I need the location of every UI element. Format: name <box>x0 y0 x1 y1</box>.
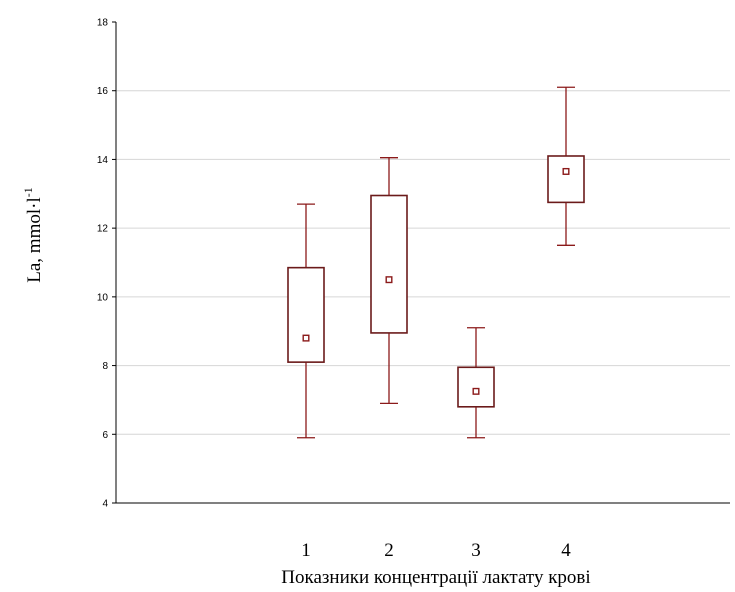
box-group-2 <box>370 157 408 405</box>
x-category-label: 1 <box>301 540 311 561</box>
y-tick-label: 4 <box>102 499 108 510</box>
y-tick-label: 10 <box>97 292 109 303</box>
y-tick-labels: 4 6 8 10 12 14 16 18 <box>97 18 116 510</box>
y-tick-label: 16 <box>97 86 109 97</box>
mean-marker <box>302 334 310 342</box>
box-series <box>287 86 585 439</box>
y-axis-title-superscript: -1 <box>21 187 35 197</box>
y-tick-label: 8 <box>102 361 108 372</box>
y-tick-label: 18 <box>97 18 109 29</box>
y-axis-title-main: La, mmol·l <box>24 197 45 282</box>
x-category-label: 4 <box>561 540 571 561</box>
mean-marker <box>562 167 570 175</box>
y-axis-title: La, mmol·l-1 <box>21 187 45 282</box>
box-iqr <box>370 194 408 334</box>
mean-marker <box>472 387 480 395</box>
mean-marker <box>385 276 393 284</box>
box-group-4 <box>547 86 585 246</box>
x-category-label: 2 <box>384 540 394 561</box>
box-group-1 <box>287 203 325 439</box>
y-tick-label: 14 <box>97 155 109 166</box>
box-iqr <box>287 266 325 363</box>
x-category-label: 3 <box>471 540 481 561</box>
x-axis-title: Показники концентрації лактату крові <box>281 567 590 588</box>
box-group-3 <box>457 327 495 439</box>
grid-lines <box>116 90 730 435</box>
box-iqr <box>457 366 495 408</box>
axes <box>115 22 730 504</box>
y-tick-label: 6 <box>102 430 108 441</box>
x-category-labels: 1 2 3 4 <box>301 540 571 561</box>
y-tick-label: 12 <box>97 224 109 235</box>
box-iqr <box>547 155 585 204</box>
